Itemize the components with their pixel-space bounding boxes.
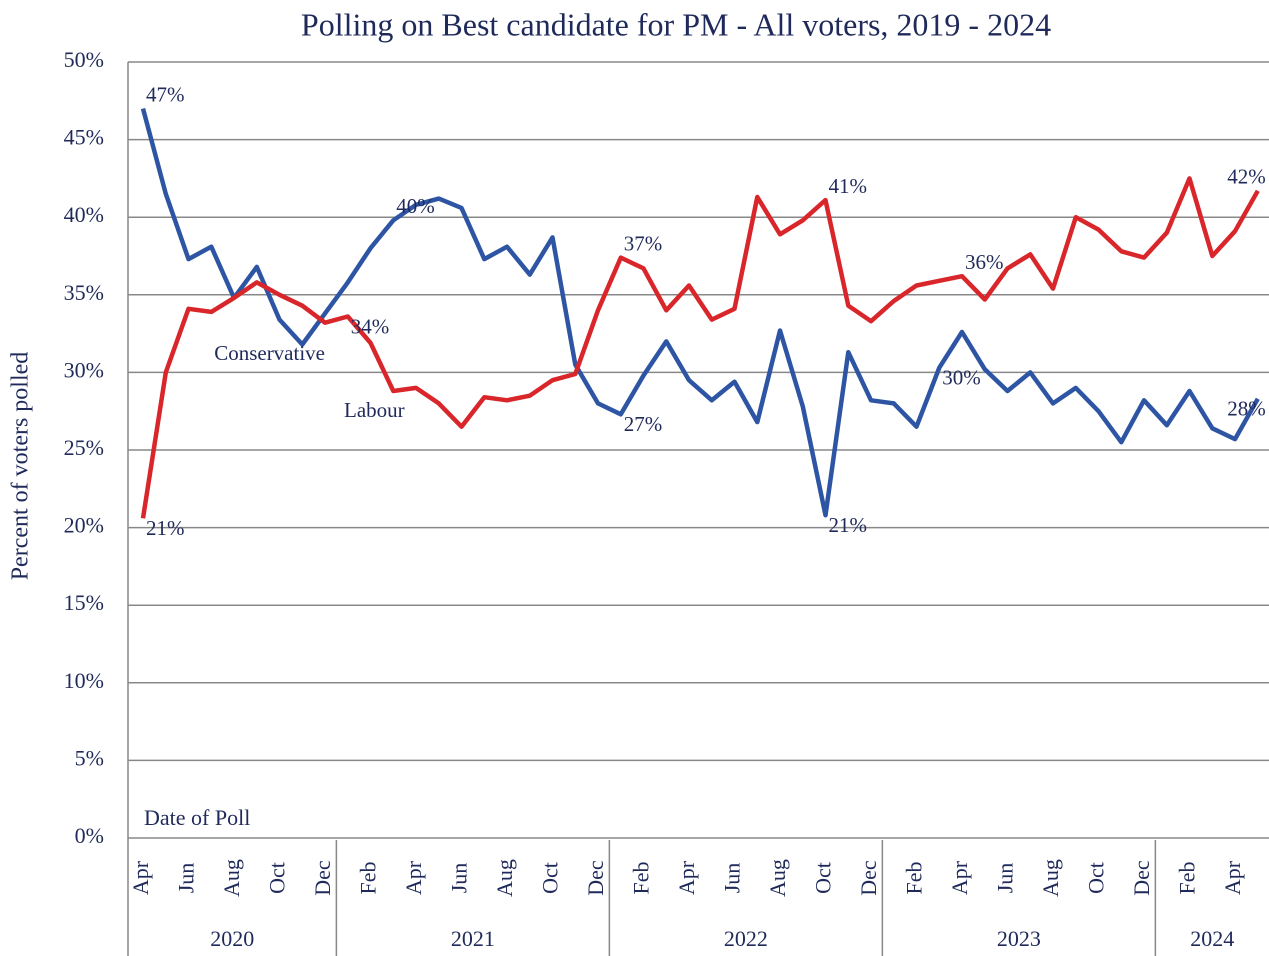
x-tick-label: Dec [310,860,335,896]
y-tick-label: 5% [75,745,104,770]
x-tick-label: Oct [1084,862,1109,894]
data-label: 37% [624,231,663,255]
series-line [140,108,1260,518]
data-label: 34% [351,314,390,338]
x-tick-label: Aug [492,859,517,897]
data-label: 27% [624,412,663,436]
x-tick-label: Apr [1220,860,1245,895]
x-tick-label: Jun [993,863,1018,894]
x-group-label: 2023 [997,926,1041,951]
x-tick-label: Aug [1038,859,1063,897]
y-tick-label: 35% [64,280,104,305]
data-label: 41% [829,174,868,198]
series-name: Labour [344,398,405,422]
x-tick-label: Feb [356,862,381,895]
x-tick-label: Apr [674,860,699,895]
x-tick-label: Aug [765,859,790,897]
x-tick-label: Aug [219,859,244,897]
x-group-label: 2024 [1190,926,1234,951]
y-axis-label: Percent of voters polled [8,352,34,581]
data-label: 21% [829,513,868,537]
y-tick-label: 15% [64,590,104,615]
x-tick-label: Apr [401,860,426,895]
x-tick-label: Jun [720,863,745,894]
x-group-label: 2022 [724,926,768,951]
x-tick-label: Oct [811,862,836,894]
data-label: 47% [146,82,185,106]
y-tick-label: 10% [64,668,104,693]
y-tick-label: 50% [64,47,104,72]
x-group-label: 2021 [451,926,495,951]
data-label: 42% [1227,165,1266,189]
x-tick-label: Feb [629,862,654,895]
data-label: 28% [1227,397,1266,421]
y-tick-label: 25% [64,435,104,460]
x-tick-label: Oct [265,862,290,894]
x-tick-label: Feb [1175,862,1200,895]
y-tick-label: 30% [64,357,104,382]
data-label: 30% [942,366,981,390]
x-tick-label: Jun [447,863,472,894]
y-tick-label: 40% [64,202,104,227]
x-tick-label: Oct [538,862,563,894]
chart-title: Polling on Best candidate for PM - All v… [301,6,1051,42]
data-label: 40% [396,194,435,218]
x-tick-label: Feb [902,862,927,895]
x-tick-label: Dec [1129,860,1154,896]
series-name: Conservative [214,341,325,365]
y-tick-label: 45% [64,125,104,150]
x-group-label: 2020 [210,926,254,951]
y-tick-label: 20% [64,513,104,538]
x-tick-label: Apr [128,860,153,895]
y-tick-label: 0% [75,823,104,848]
x-tick-label: Dec [583,860,608,896]
x-annotation: Date of Poll [144,805,250,830]
x-tick-label: Apr [947,860,972,895]
data-label: 36% [965,250,1004,274]
series-line [140,176,1260,519]
data-label: 21% [146,516,185,540]
x-tick-label: Jun [174,863,199,894]
x-tick-label: Dec [856,860,881,896]
